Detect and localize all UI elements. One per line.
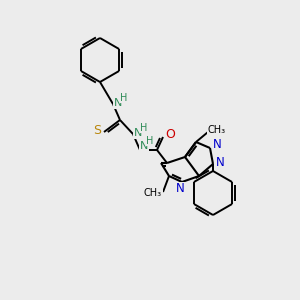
Text: N: N — [213, 139, 221, 152]
Text: O: O — [165, 128, 175, 142]
Text: N: N — [114, 98, 122, 108]
Text: S: S — [93, 124, 101, 137]
Text: H: H — [120, 93, 128, 103]
Text: N: N — [134, 128, 142, 138]
Text: N: N — [140, 141, 148, 151]
Text: CH₃: CH₃ — [208, 125, 226, 135]
Text: H: H — [140, 123, 148, 133]
Text: N: N — [216, 157, 224, 169]
Text: N: N — [176, 182, 184, 196]
Text: CH₃: CH₃ — [144, 188, 162, 198]
Text: H: H — [146, 136, 154, 146]
